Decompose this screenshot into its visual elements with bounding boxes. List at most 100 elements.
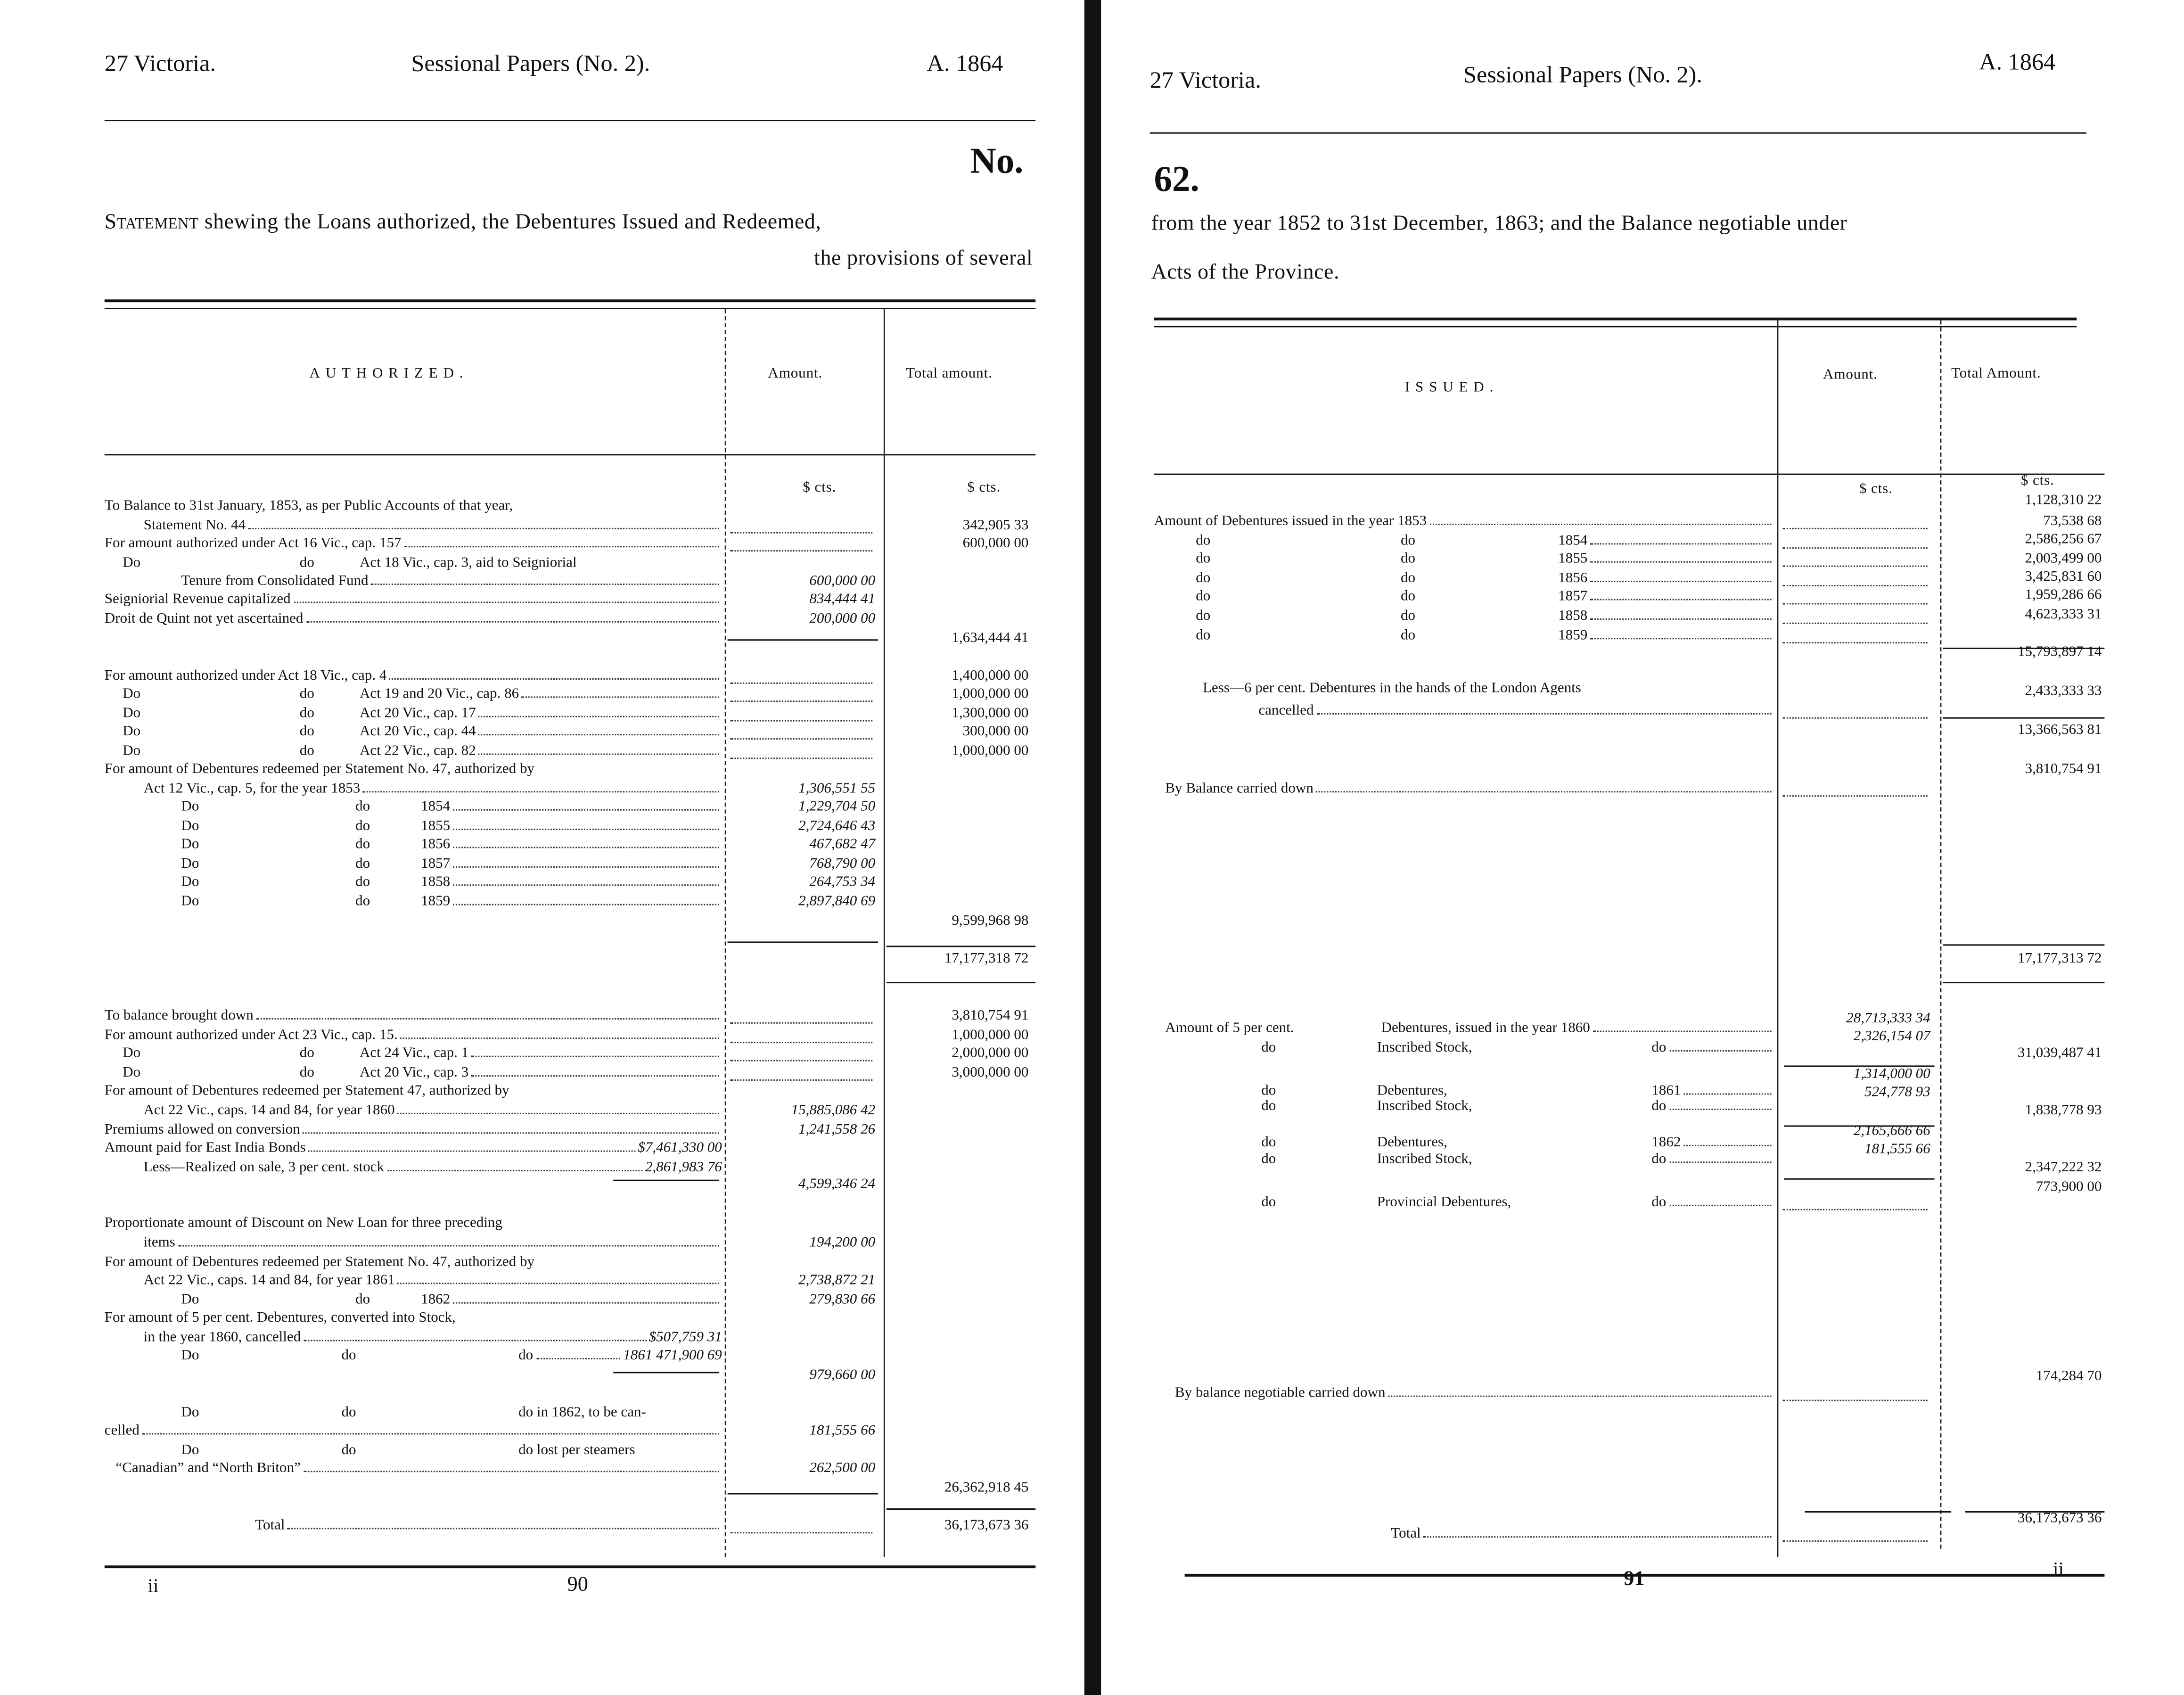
horizontal-rule	[104, 299, 1036, 303]
label-part: 1856	[421, 837, 451, 853]
dot-leader	[178, 1245, 719, 1247]
label-part: do	[1651, 1152, 1667, 1168]
label-part: Do	[181, 819, 199, 834]
line-item-label: Do do do in 1862, to be can-	[181, 1404, 722, 1422]
label-part: For amount of Debentures redeemed per St…	[104, 762, 535, 777]
amount-value: 194,200 00	[809, 1235, 876, 1251]
label-part: Debentures,	[1377, 1083, 1447, 1099]
total-amount-value: 2,347,222 32	[2025, 1160, 2102, 1176]
label-part: do	[299, 743, 314, 759]
label-part: do	[299, 706, 314, 722]
dot-leader	[1316, 791, 1772, 793]
label-part: 1858	[421, 874, 451, 890]
line-item-label: do do 1856	[1196, 570, 1774, 588]
header-rule	[1149, 132, 2086, 134]
footer-signature-right: ii	[2053, 1560, 2064, 1581]
total-amount-value: 2,000,000 00	[952, 1046, 1029, 1061]
dot-leader	[1669, 1050, 1772, 1052]
label-part: Inscribed Stock,	[1377, 1099, 1472, 1114]
label-part: do	[299, 1065, 314, 1081]
line-item-label: cancelled	[1258, 702, 1774, 720]
line-item-label: Premiums allowed on conversion	[105, 1121, 722, 1139]
amount-value: 2,326,154 07	[1853, 1029, 1930, 1045]
label-part: do	[1400, 571, 1416, 586]
running-head-center: Sessional Papers (No. 2).	[411, 50, 650, 77]
label-part: do	[1400, 589, 1416, 605]
label-part: do	[1261, 1135, 1276, 1151]
line-item-label: For amount of Debentures redeemed per St…	[105, 1253, 722, 1271]
total-amount-value: 174,284 70	[2036, 1369, 2102, 1385]
inline-amount: $7,461,330 00	[638, 1140, 722, 1156]
label-part: Inscribed Stock,	[1377, 1040, 1472, 1056]
book-binding-gutter	[1084, 0, 1101, 1695]
horizontal-rule	[1184, 1573, 2105, 1577]
line-item-label: Do do 1854	[181, 798, 722, 816]
amount-dot-leader	[1782, 1399, 1928, 1401]
line-item-label: Do do Act 20 Vic., cap. 3	[123, 1064, 722, 1082]
column-header-issued: ISSUED.	[1404, 380, 1499, 396]
horizontal-rule	[104, 1565, 1036, 1569]
label-part: Amount paid for East India Bonds	[104, 1140, 306, 1156]
line-item-label: Do do Act 22 Vic., cap. 82	[123, 742, 722, 760]
line-item-label: Tenure from Consolidated Fund	[181, 572, 722, 590]
label-part: do	[1651, 1195, 1667, 1210]
amount-dot-leader	[1782, 603, 1928, 605]
dot-leader	[404, 546, 719, 548]
total-amount-value: 17,177,313 72	[2017, 951, 2102, 967]
amount-dot-leader	[730, 757, 873, 759]
amount-dot-leader	[1782, 565, 1928, 567]
line-item-label: do Inscribed Stock, do	[1261, 1151, 1774, 1168]
label-part: Act 20 Vic., cap. 17	[359, 706, 476, 722]
line-item-label: Do do 1862	[181, 1291, 722, 1309]
label-part: do in 1862, to be can-	[518, 1405, 646, 1421]
line-item-label: “Canadian” and “North Briton”	[115, 1460, 722, 1478]
label-part: do	[1196, 589, 1211, 605]
label-part: Tenure from Consolidated Fund	[181, 574, 369, 589]
line-item-label: Droit de Quint not yet ascertained	[105, 610, 722, 628]
dot-leader	[478, 716, 719, 717]
label-part: Act 22 Vic., caps. 14 and 84, for year 1…	[143, 1273, 395, 1289]
total-amount-value: 13,366,563 81	[2017, 723, 2102, 739]
intro-line-1: shewing the Loans authorized, the Debent…	[204, 210, 821, 234]
label-part: do	[299, 555, 314, 571]
line-item-label: For amount of 5 per cent. Debentures, co…	[105, 1309, 722, 1327]
label-part: do	[1196, 628, 1211, 644]
line-item-label: To balance brought down	[105, 1007, 722, 1025]
dot-leader	[304, 1340, 646, 1341]
dot-leader	[453, 1302, 719, 1304]
amount-dot-leader	[1782, 1209, 1928, 1210]
label-part: Do	[123, 555, 141, 571]
total-amount-value: 3,425,831 60	[2025, 569, 2102, 585]
total-amount-value: 2,586,256 67	[2025, 532, 2102, 548]
label-part: celled	[104, 1423, 140, 1439]
horizontal-rule	[886, 982, 1036, 984]
dot-leader	[453, 809, 719, 811]
dot-leader	[478, 753, 719, 755]
label-part: do	[1651, 1040, 1667, 1056]
label-part: Total	[255, 1518, 285, 1534]
line-item-label: do do 1859	[1196, 627, 1774, 645]
total-amount-value: 31,039,487 41	[2017, 1046, 2102, 1061]
label-part: do	[1400, 628, 1416, 644]
amount-value: 600,000 00	[809, 574, 876, 589]
column-header-authorized: AUTHORIZED.	[309, 366, 469, 382]
label-part: Do	[181, 1348, 199, 1364]
label-part: 1862	[421, 1292, 451, 1308]
line-item-label: For amount authorized under Act 16 Vic.,…	[105, 535, 722, 553]
column-divider	[1940, 320, 1942, 1549]
amount-dot-leader	[730, 1532, 873, 1534]
dot-leader	[256, 1018, 719, 1020]
amount-value: 4,599,346 24	[798, 1177, 876, 1193]
label-part: By Balance carried down	[1165, 781, 1314, 797]
amount-dot-leader	[730, 532, 873, 534]
line-item-label: Seigniorial Revenue capitalized	[105, 591, 722, 609]
dot-leader	[478, 734, 719, 736]
dot-leader	[453, 866, 719, 868]
dot-leader	[371, 584, 719, 585]
label-part: Droit de Quint not yet ascertained	[104, 611, 304, 627]
label-part: do	[355, 819, 370, 834]
statement-word: Statement	[104, 210, 199, 234]
line-item-label: Do do 1859	[181, 893, 722, 911]
label-part: do	[1261, 1083, 1276, 1099]
label-part: cancelled	[1258, 703, 1314, 719]
